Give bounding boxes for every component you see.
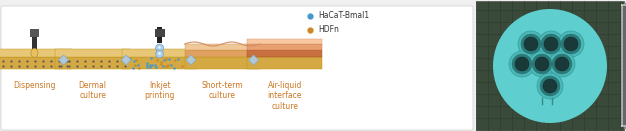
Circle shape — [529, 51, 555, 77]
Text: Short-term
culture: Short-term culture — [202, 81, 243, 100]
Circle shape — [544, 37, 558, 51]
Polygon shape — [249, 55, 259, 65]
Circle shape — [521, 34, 541, 54]
Circle shape — [552, 54, 572, 74]
Circle shape — [537, 73, 563, 99]
Circle shape — [540, 76, 560, 96]
Circle shape — [561, 34, 581, 54]
Polygon shape — [121, 55, 131, 65]
Circle shape — [156, 50, 163, 58]
Bar — [33, 31, 38, 49]
Bar — [122, 57, 197, 69]
Text: Dispensing: Dispensing — [13, 81, 56, 90]
Bar — [624, 3, 626, 128]
Polygon shape — [59, 55, 68, 65]
Text: Inkjet
printing: Inkjet printing — [145, 81, 175, 100]
Circle shape — [512, 54, 532, 74]
Bar — [247, 57, 322, 69]
Polygon shape — [186, 55, 196, 65]
Bar — [185, 57, 260, 69]
Bar — [31, 29, 39, 37]
Circle shape — [535, 57, 549, 71]
Bar — [476, 1, 624, 130]
Circle shape — [555, 57, 569, 71]
Circle shape — [541, 34, 561, 54]
Bar — [185, 50, 260, 57]
Ellipse shape — [31, 48, 38, 58]
Text: Dermal
culture: Dermal culture — [79, 81, 106, 100]
Bar — [185, 44, 260, 50]
Bar — [0, 57, 72, 69]
Bar — [247, 39, 322, 44]
Bar — [157, 27, 162, 43]
Circle shape — [549, 51, 575, 77]
Circle shape — [564, 37, 578, 51]
Circle shape — [515, 57, 529, 71]
Text: Air-liquid
interface
culture: Air-liquid interface culture — [268, 81, 302, 111]
Bar — [55, 49, 130, 57]
Bar — [0, 49, 72, 57]
Text: HDFn: HDFn — [318, 26, 339, 34]
Bar — [55, 57, 130, 69]
Circle shape — [558, 31, 584, 57]
Circle shape — [524, 37, 538, 51]
Text: HaCaT-Bmal1: HaCaT-Bmal1 — [318, 12, 369, 20]
Circle shape — [538, 31, 564, 57]
Circle shape — [493, 9, 607, 123]
FancyBboxPatch shape — [1, 6, 473, 130]
Circle shape — [532, 54, 552, 74]
Circle shape — [156, 44, 163, 52]
Circle shape — [518, 31, 544, 57]
Bar — [122, 49, 197, 57]
Bar — [247, 50, 322, 57]
FancyBboxPatch shape — [621, 5, 626, 126]
Circle shape — [543, 79, 557, 93]
Bar — [247, 44, 322, 50]
Bar — [155, 29, 165, 37]
Circle shape — [509, 51, 535, 77]
